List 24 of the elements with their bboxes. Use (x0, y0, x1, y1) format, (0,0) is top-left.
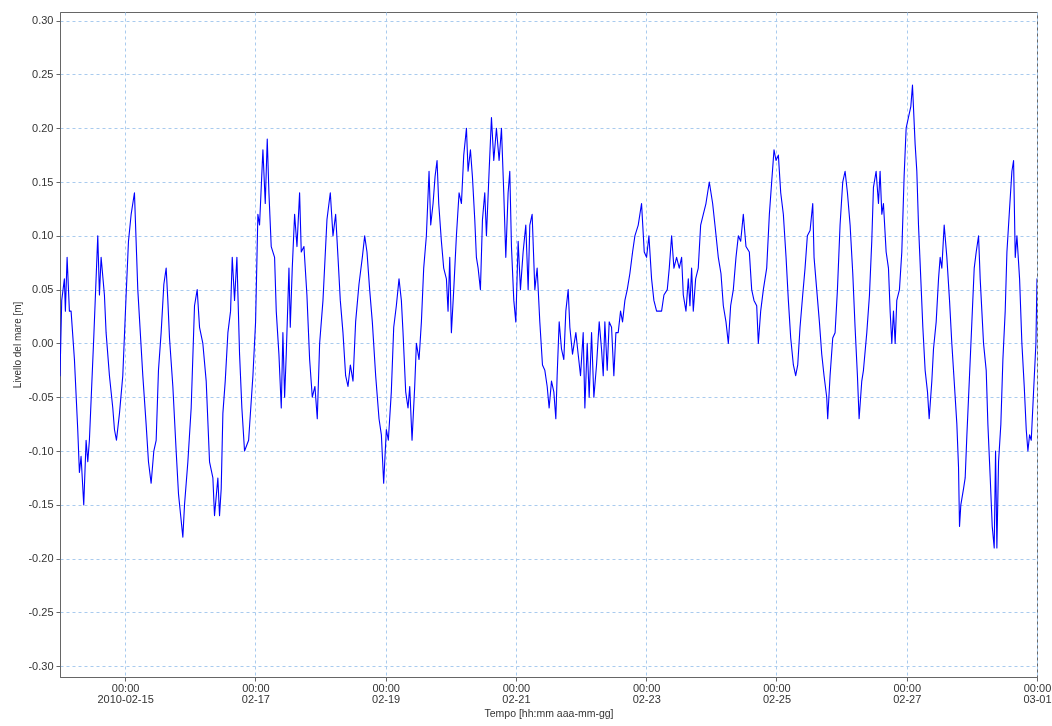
y-tick-label: -0.30 (28, 659, 54, 672)
y-tick-label: 0.10 (32, 229, 54, 242)
y-tick-label: 0.05 (32, 283, 54, 296)
y-tick-label: 0.20 (32, 121, 54, 134)
x-tick-label: 00:00 2010-02-15 (97, 681, 154, 705)
x-tick-label: 00:00 02-17 (241, 681, 270, 705)
x-tick-label: 00:00 02-27 (893, 681, 922, 705)
y-tick-label: -0.10 (28, 444, 54, 457)
line-series (60, 84, 1037, 549)
y-tick-label: -0.15 (28, 498, 54, 511)
y-tick-label: 0.15 (32, 175, 54, 188)
y-tick-label: 0.00 (32, 336, 54, 349)
x-tick-label: 00:00 02-25 (762, 681, 792, 705)
x-tick-label: 00:00 03-01 (1023, 681, 1052, 705)
x-tick-label: 00:00 02-23 (632, 681, 661, 705)
y-tick-label: 0.30 (32, 14, 54, 27)
x-axis-title: Tempo [hh:mm aaa-mm-gg] (484, 706, 614, 719)
y-tick-label: -0.20 (28, 552, 54, 565)
x-tick-label: 00:00 02-21 (502, 681, 531, 705)
y-tick-label: -0.05 (28, 390, 54, 403)
x-tick-label: 00:00 02-19 (372, 681, 401, 705)
y-tick-label: 0.25 (32, 67, 54, 80)
y-tick-label: -0.25 (28, 605, 54, 618)
y-axis-title: Livello del mare [m] (12, 301, 24, 389)
